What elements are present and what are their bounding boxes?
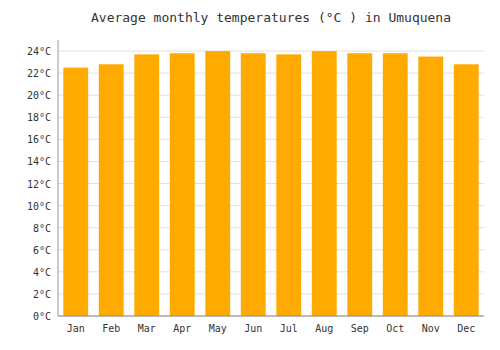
x-tick-label: Nov xyxy=(422,323,440,334)
x-tick-label: Oct xyxy=(386,323,404,334)
y-tick-label: 22°C xyxy=(27,68,51,79)
x-tick-label: Jan xyxy=(67,323,85,334)
grid-line xyxy=(58,316,484,317)
chart: Average monthly temperatures (°C ) in Um… xyxy=(0,0,500,350)
bars xyxy=(63,51,478,316)
bar xyxy=(347,53,372,316)
bar xyxy=(276,54,301,316)
y-tick-label: 8°C xyxy=(33,223,51,234)
x-tick-label: May xyxy=(209,323,227,334)
y-tick-label: 12°C xyxy=(27,179,51,190)
title: Average monthly temperatures (°C ) in Um… xyxy=(91,10,451,25)
x-tick-label: Dec xyxy=(457,323,475,334)
grid-line xyxy=(58,51,484,52)
bar xyxy=(63,68,88,316)
y-tick-label: 2°C xyxy=(33,289,51,300)
bar xyxy=(134,54,159,316)
y-axis-line xyxy=(58,40,59,316)
y-tick-label: 0°C xyxy=(33,311,51,322)
bar xyxy=(312,51,337,316)
y-tick-label: 18°C xyxy=(27,112,51,123)
bar xyxy=(241,53,266,316)
bar xyxy=(418,57,443,316)
y-tick-label: 20°C xyxy=(27,90,51,101)
bar xyxy=(205,51,230,316)
bar xyxy=(383,53,408,316)
bar xyxy=(454,64,479,316)
x-tick-label: Feb xyxy=(102,323,120,334)
x-tick-label: Apr xyxy=(173,323,191,334)
x-tick-label: Jun xyxy=(244,323,262,334)
y-tick-label: 16°C xyxy=(27,134,51,145)
bar xyxy=(99,64,124,316)
bar xyxy=(170,53,195,316)
y-tick-label: 4°C xyxy=(33,267,51,278)
x-axis-line xyxy=(58,316,484,317)
y-tick-label: 10°C xyxy=(27,201,51,212)
x-tick-label: Sep xyxy=(351,323,369,334)
x-tick-label: Mar xyxy=(138,323,156,334)
x-tick-label: Jul xyxy=(280,323,298,334)
y-tick-label: 6°C xyxy=(33,245,51,256)
x-tick-label: Aug xyxy=(315,323,333,334)
grid xyxy=(58,51,484,316)
y-tick-label: 14°C xyxy=(27,156,51,167)
y-tick-label: 24°C xyxy=(27,46,51,57)
